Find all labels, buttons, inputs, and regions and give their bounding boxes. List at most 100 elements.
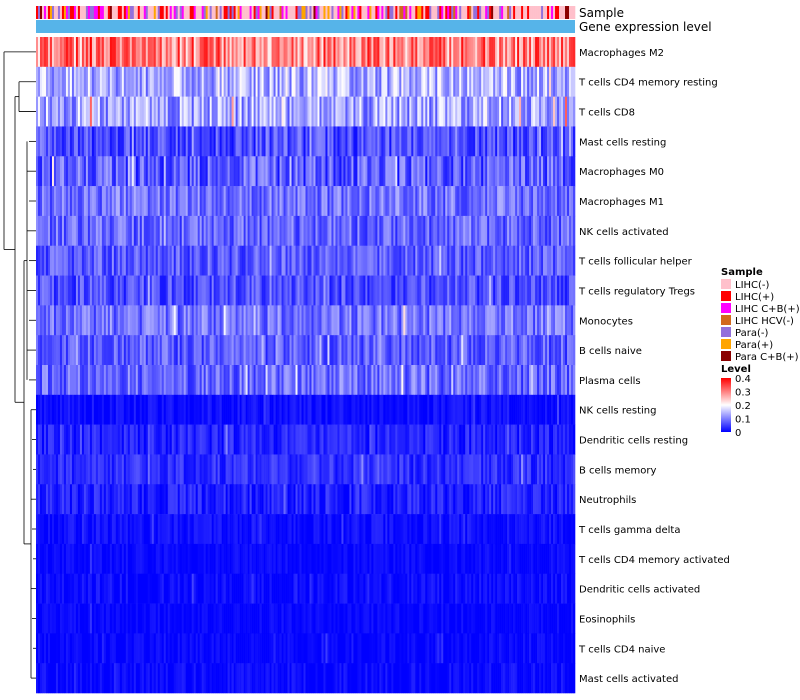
sample-annotation-cell [97,6,101,19]
heatmap-cell [95,126,99,157]
heatmap-cell [179,186,183,217]
heatmap-cell [491,365,494,396]
heatmap-cell [373,215,376,247]
heatmap-cell [411,484,414,515]
heatmap-cell [407,156,410,187]
heatmap-cell [127,215,131,247]
heatmap-cell [219,484,222,515]
heatmap-cell [231,305,234,336]
heatmap-cell [143,66,147,97]
heatmap-cell [233,365,236,396]
heatmap-cell [251,126,254,157]
heatmap-cell [423,37,426,68]
heatmap-cell [283,514,286,545]
heatmap-cell [445,514,448,545]
heatmap-cell [155,424,159,455]
heatmap-cell [245,543,248,575]
sample-annotation-cell [411,6,414,19]
heatmap-cell [191,245,195,276]
heatmap-cell [345,245,348,276]
sample-annotation-cell [179,6,183,19]
heatmap-cell [161,215,165,247]
heatmap-cell [157,424,161,455]
heatmap-cell [467,156,470,187]
heatmap-cell [36,335,39,366]
heatmap-cell [253,66,256,97]
heatmap-cell [255,126,258,157]
heatmap-cell [131,365,135,396]
heatmap-cell [165,96,169,127]
heatmap-cell [565,66,568,97]
heatmap-cell [367,126,370,157]
heatmap-cell [313,454,316,485]
heatmap-cell [185,96,189,127]
heatmap-cell [333,454,336,485]
heatmap-cell [273,394,276,425]
heatmap-cell [279,365,282,396]
heatmap-cell [309,186,312,217]
heatmap-cell [415,514,418,545]
heatmap-cell [453,37,456,68]
heatmap-cell [157,245,161,276]
heatmap-cell [147,37,151,68]
heatmap-cell [369,484,372,515]
heatmap-cell [203,543,206,575]
heatmap-cell [179,365,183,396]
heatmap-cell [523,275,526,306]
heatmap-cell [567,335,570,366]
heatmap-cell [195,275,198,306]
heatmap-cell [85,365,89,396]
heatmap-cell [345,514,348,545]
heatmap-cell [349,275,352,306]
heatmap-cell [59,335,63,366]
heatmap-cell [141,394,145,425]
heatmap-cell [477,66,480,97]
heatmap-cell [349,394,352,425]
heatmap-cell [495,365,498,396]
heatmap-cell [463,245,466,276]
heatmap-cell [131,275,135,306]
heatmap-cell [361,66,364,97]
heatmap-cell [403,394,406,425]
heatmap-cell [59,514,63,545]
heatmap-cell [275,335,278,366]
heatmap-cell [261,394,264,425]
heatmap-cell [353,37,356,68]
heatmap-cell [59,543,63,575]
heatmap-cell [95,335,99,366]
sample-annotation-cell [413,6,416,19]
heatmap-cell [187,186,191,217]
heatmap-cell [373,186,376,217]
heatmap-cell [459,245,462,276]
heatmap-cell [469,424,472,455]
heatmap-cell [299,335,302,366]
heatmap-cell [65,514,69,545]
heatmap-cell [219,275,222,306]
heatmap-cell [313,66,316,97]
heatmap-cell [39,305,43,336]
heatmap-cell [497,454,500,485]
heatmap-cell [495,186,498,217]
heatmap-cell [263,424,266,455]
heatmap-cell [341,245,344,276]
heatmap-cell [435,96,438,127]
heatmap-cell [149,543,153,575]
heatmap-cell [379,484,382,515]
heatmap-cell [63,245,67,276]
heatmap-cell [83,66,87,97]
heatmap-cell [137,424,141,455]
heatmap-cell [405,245,408,276]
heatmap-cell [217,96,220,127]
heatmap-cell [103,484,107,515]
heatmap-cell [99,305,103,336]
heatmap-cell [529,215,532,247]
heatmap-cell [455,514,458,545]
heatmap-cell [521,365,524,396]
heatmap-cell [77,484,81,515]
sample-annotation-cell [305,6,308,19]
heatmap-cell [147,156,151,187]
heatmap-cell [381,156,384,187]
heatmap-cell [371,484,374,515]
heatmap-cell [507,126,510,157]
